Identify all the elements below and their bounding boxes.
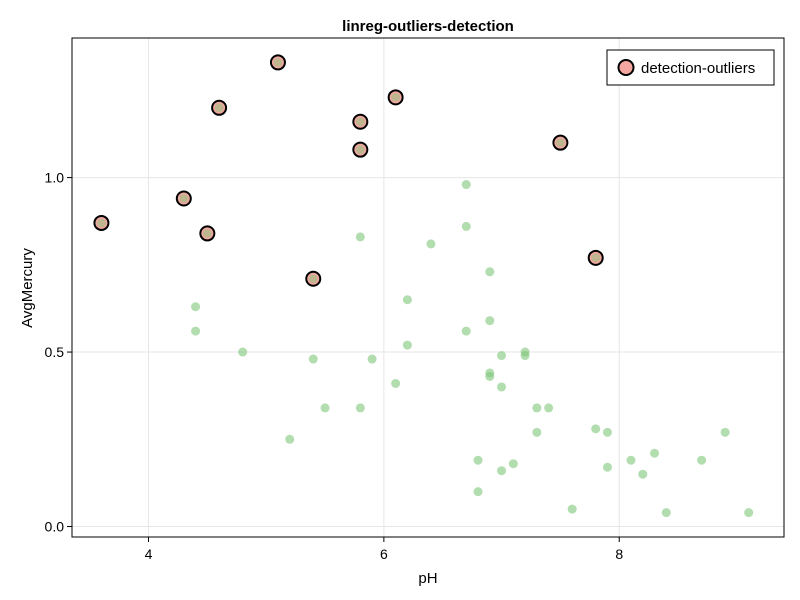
outlier-inner-point bbox=[202, 228, 212, 238]
outlier-inner-point bbox=[214, 103, 224, 113]
data-point bbox=[485, 316, 495, 326]
outlier-point bbox=[211, 99, 228, 116]
x-axis-label: pH bbox=[418, 570, 437, 587]
data-point bbox=[367, 354, 377, 364]
data-point bbox=[626, 455, 636, 465]
outlier-point bbox=[175, 190, 192, 207]
data-point bbox=[308, 354, 318, 364]
outlier-inner-point bbox=[179, 194, 189, 204]
y-axis-label: AvgMercury bbox=[19, 248, 36, 328]
data-point bbox=[720, 427, 730, 437]
chart-title: linreg-outliers-detection bbox=[342, 18, 514, 35]
data-point bbox=[532, 427, 542, 437]
data-point bbox=[544, 403, 554, 413]
data-point bbox=[461, 221, 471, 231]
outlier-point bbox=[352, 141, 369, 158]
data-point bbox=[191, 326, 201, 336]
data-point bbox=[532, 403, 542, 413]
outlier-point bbox=[387, 89, 404, 106]
data-point bbox=[497, 351, 507, 361]
y-tick-label: 0.5 bbox=[45, 344, 65, 360]
tick-layer: 4 6 8 0.0 0.5 1.0 bbox=[45, 170, 624, 562]
data-point bbox=[355, 403, 365, 413]
outlier-inner-point bbox=[308, 274, 318, 284]
outlier-point bbox=[305, 270, 322, 287]
legend-label: detection-outliers bbox=[641, 60, 755, 77]
x-tick-label: 6 bbox=[380, 546, 388, 562]
data-point bbox=[697, 455, 707, 465]
outlier-inner-point bbox=[391, 92, 401, 102]
data-point bbox=[426, 239, 436, 249]
grid-layer bbox=[72, 38, 784, 537]
data-point bbox=[744, 508, 754, 518]
outlier-inner-point bbox=[355, 117, 365, 127]
x-tick-label: 4 bbox=[145, 546, 153, 562]
outlier-inner-point bbox=[591, 253, 601, 263]
data-point bbox=[638, 469, 648, 479]
outlier-point bbox=[199, 225, 216, 242]
data-point bbox=[650, 448, 660, 458]
y-tick-label: 0.0 bbox=[45, 519, 65, 535]
data-point bbox=[602, 462, 612, 472]
x-tick-label: 8 bbox=[615, 546, 623, 562]
plot-frame bbox=[71, 37, 785, 538]
outlier-point bbox=[269, 54, 286, 71]
data-point bbox=[391, 378, 401, 388]
data-point bbox=[485, 371, 495, 381]
outlier-inner-point bbox=[555, 138, 565, 148]
data-point bbox=[191, 302, 201, 312]
outlier-inner-point bbox=[355, 145, 365, 155]
data-point bbox=[473, 455, 483, 465]
data-point bbox=[485, 267, 495, 277]
outlier-point bbox=[93, 214, 110, 231]
data-point bbox=[355, 232, 365, 242]
outlier-inner-point bbox=[273, 57, 283, 67]
data-point bbox=[661, 508, 671, 518]
data-point bbox=[497, 466, 507, 476]
inliers-points bbox=[191, 180, 754, 518]
data-point bbox=[402, 295, 412, 305]
data-point bbox=[473, 487, 483, 497]
outlier-inner-point bbox=[96, 218, 106, 228]
data-point bbox=[497, 382, 507, 392]
outlier-point bbox=[352, 113, 369, 130]
data-point bbox=[402, 340, 412, 350]
data-point bbox=[520, 351, 530, 361]
legend-box bbox=[606, 49, 775, 86]
outlier-point bbox=[587, 249, 604, 266]
data-point bbox=[508, 459, 518, 469]
data-point bbox=[238, 347, 248, 357]
data-point bbox=[591, 424, 601, 434]
data-point bbox=[567, 504, 577, 514]
outliers-points bbox=[93, 54, 604, 287]
data-point bbox=[602, 427, 612, 437]
data-point bbox=[461, 180, 471, 190]
legend-marker bbox=[617, 59, 635, 76]
outlier-point bbox=[552, 134, 569, 151]
data-point bbox=[285, 434, 295, 444]
y-tick-label: 1.0 bbox=[45, 170, 65, 186]
data-point bbox=[320, 403, 330, 413]
legend: detection-outliers bbox=[606, 49, 775, 86]
data-point bbox=[461, 326, 471, 336]
